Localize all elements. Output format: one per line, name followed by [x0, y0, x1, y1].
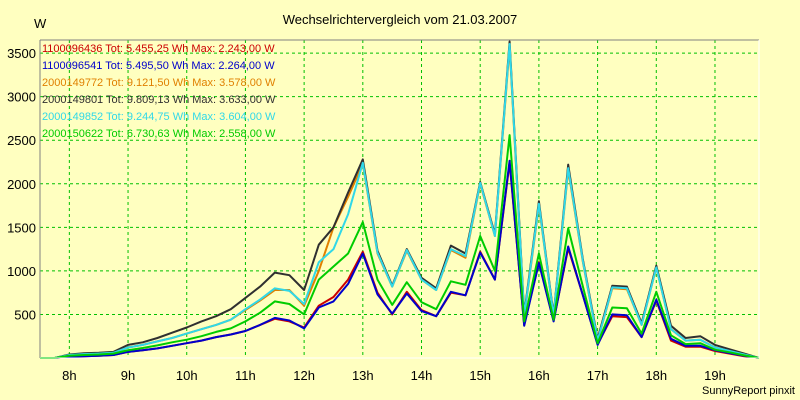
x-tick-label: 15h [469, 368, 491, 383]
y-tick-label: 2500 [7, 133, 36, 148]
x-tick-label: 16h [528, 368, 550, 383]
x-tick-label: 10h [176, 368, 198, 383]
x-tick-labels: 8h 9h 10h 11h 12h 13h 14h 15h 16h 17h 18h 19h [62, 368, 726, 383]
legend: 1100096436 Tot: 5.455,25 Wh Max: 2.243,0… [42, 43, 276, 140]
series-lines [40, 40, 760, 359]
x-tick-label: 13h [352, 368, 374, 383]
y-tick-label: 3500 [7, 46, 36, 61]
x-tick-label: 9h [121, 368, 135, 383]
y-tick-label: 3000 [7, 90, 36, 105]
y-tick-label: 500 [14, 307, 36, 322]
legend-entry: 2000149772 Tot: 9.121,50 Wh Max: 3.578,0… [42, 77, 276, 89]
y-tick-label: 1000 [7, 264, 36, 279]
y-axis-label: W [34, 16, 47, 31]
chart-title: Wechselrichtervergleich vom 21.03.2007 [283, 12, 518, 27]
x-tick-label: 18h [645, 368, 667, 383]
legend-entry: 1100096436 Tot: 5.455,25 Wh Max: 2.243,0… [42, 43, 275, 55]
x-tick-label: 14h [411, 368, 433, 383]
legend-entry: 2000150622 Tot: 6.730,63 Wh Max: 2.558,0… [42, 128, 276, 140]
x-tick-label: 8h [62, 368, 76, 383]
x-tick-label: 19h [704, 368, 726, 383]
legend-entry: 1100096541 Tot: 5.495,50 Wh Max: 2.264,0… [42, 60, 275, 72]
y-tick-label: 2000 [7, 177, 36, 192]
legend-entry: 2000149801 Tot: 9.809,13 Wh Max: 3.633,0… [42, 94, 276, 106]
series-line-6 [40, 134, 760, 359]
series-line-2 [40, 159, 760, 359]
y-tick-labels: 500 1000 1500 2000 2500 3000 3500 [7, 46, 36, 322]
footer-credit: SunnyReport pinxit [702, 385, 795, 397]
x-tick-label: 12h [293, 368, 315, 383]
series-line-5 [40, 43, 760, 359]
x-tick-label: 17h [587, 368, 609, 383]
x-tick-label: 11h [235, 368, 256, 383]
y-tick-label: 1500 [7, 220, 36, 235]
legend-entry: 2000149852 Tot: 9.244,75 Wh Max: 3.604,0… [42, 111, 276, 123]
